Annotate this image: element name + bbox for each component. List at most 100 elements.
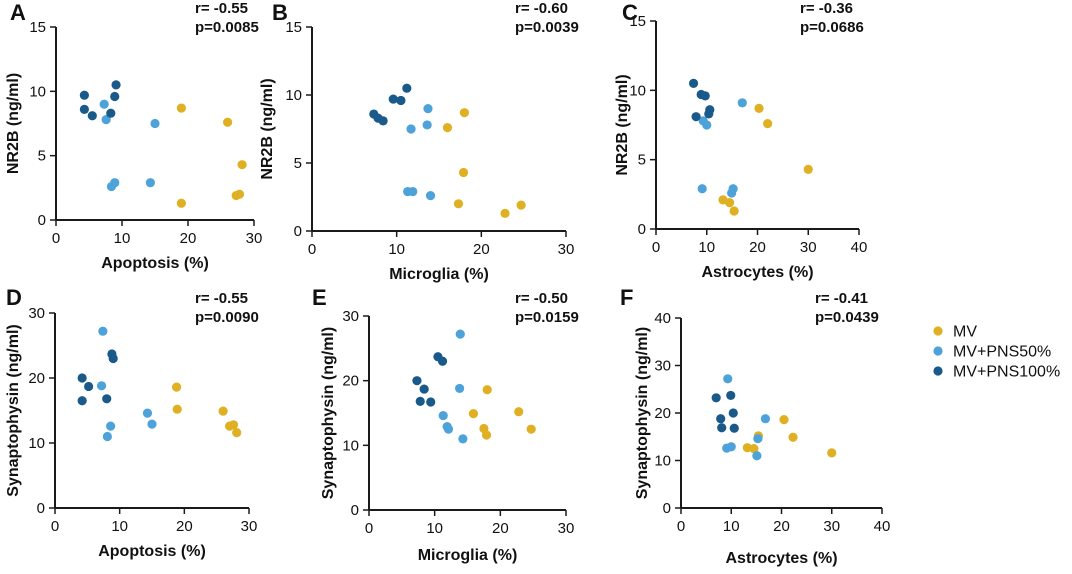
- panel-letter: B: [272, 0, 288, 25]
- data-point-mv-pns50: [142, 408, 153, 418]
- data-point-mv: [526, 424, 536, 434]
- data-point-mv-pns100: [419, 384, 429, 394]
- y-axis-title: NR2B (ng/ml): [614, 74, 631, 175]
- data-point-mv-pns100: [402, 83, 412, 93]
- data-point-mv: [516, 200, 526, 210]
- data-point-mv: [453, 199, 464, 209]
- data-point-mv-pns50: [702, 120, 712, 130]
- data-point-mv: [788, 432, 798, 442]
- chart-panel-e: 0 10 20 30 0 10 20 30 Microglia (%) Synaptophysin…: [312, 285, 579, 564]
- data-point-mv-pns100: [726, 390, 736, 401]
- data-point-mv-pns50: [110, 178, 120, 188]
- panel-letter: D: [6, 285, 22, 310]
- x-tick-label: 30: [246, 230, 263, 247]
- p-value: p=0.0159: [515, 309, 579, 326]
- data-point-mv: [724, 198, 735, 208]
- x-tick-label: 0: [51, 518, 59, 535]
- data-point-mv-pns50: [106, 421, 116, 431]
- y-tick-label: 15: [629, 13, 646, 30]
- data-point-mv-pns100: [102, 394, 112, 404]
- x-tick-label: 10: [723, 518, 740, 535]
- y-tick-label: 30: [28, 305, 45, 322]
- data-point-mv-pns50: [98, 326, 108, 336]
- data-point-mv: [481, 430, 492, 440]
- data-point-mv: [754, 103, 764, 113]
- y-tick-label: 10: [654, 453, 671, 470]
- data-point-mv-pns100: [728, 408, 738, 418]
- data-point-mv: [237, 160, 247, 170]
- x-axis-title: Astrocytes (%): [725, 550, 837, 567]
- y-tick-label: 20: [654, 405, 671, 422]
- data-point-mv-pns100: [110, 91, 120, 102]
- data-point-mv: [803, 164, 813, 174]
- data-point-mv-pns50: [455, 383, 465, 394]
- y-tick-label: 15: [29, 19, 46, 36]
- data-point-mv: [228, 420, 239, 430]
- data-point-mv-pns50: [101, 115, 111, 125]
- legend-label-mv-pns100: MV+PNS100%: [953, 364, 1060, 381]
- y-tick-label: 30: [342, 308, 359, 325]
- data-point-mv-pns100: [711, 393, 721, 403]
- x-tick-label: 20: [749, 239, 766, 256]
- x-tick-label: 10: [114, 230, 131, 247]
- p-value: p=0.0439: [815, 309, 879, 326]
- x-axis-title: Apoptosis (%): [98, 543, 206, 560]
- data-point-mv: [223, 117, 233, 127]
- chart-panel-f: 0 10 20 30 40 0 10 20 30 40 Astrocytes (%) Synaptop…: [620, 285, 890, 567]
- y-axis-title: NR2B (ng/ml): [5, 73, 22, 174]
- data-point-mv-pns50: [102, 431, 112, 442]
- x-tick-label: 40: [851, 239, 868, 256]
- y-tick-label: 20: [28, 370, 45, 387]
- data-point-mv-pns100: [77, 396, 87, 406]
- correlation-r: r= -0.55: [195, 0, 248, 17]
- x-tick-label: 10: [426, 520, 443, 537]
- data-point-mv-pns50: [150, 118, 160, 129]
- y-tick-label: 0: [638, 221, 646, 238]
- x-tick-label: 30: [241, 518, 258, 535]
- data-point-mv-pns100: [700, 91, 710, 101]
- correlation-r: r= -0.55: [195, 290, 248, 307]
- x-tick-label: 20: [492, 520, 509, 537]
- data-point-mv: [500, 208, 510, 218]
- x-tick-label: 0: [52, 230, 60, 247]
- x-axis-title: Microglia (%): [418, 547, 518, 564]
- data-point-mv-pns100: [437, 356, 448, 366]
- panel-letter: E: [312, 285, 327, 310]
- data-point-mv-pns50: [737, 98, 747, 108]
- x-tick-label: 30: [823, 518, 840, 535]
- correlation-r: r= -0.60: [515, 0, 568, 17]
- data-point-mv-pns100: [704, 109, 714, 119]
- data-point-mv-pns100: [396, 95, 406, 106]
- data-point-mv: [749, 444, 759, 454]
- y-tick-label: 5: [638, 152, 646, 169]
- y-tick-label: 15: [285, 19, 302, 36]
- data-point-mv-pns50: [425, 191, 436, 201]
- data-point-mv: [218, 406, 228, 416]
- data-point-mv-pns50: [408, 186, 418, 197]
- p-value: p=0.0686: [800, 19, 864, 36]
- data-point-mv: [458, 167, 469, 178]
- x-tick-label: 0: [652, 239, 660, 256]
- y-tick-label: 0: [351, 502, 359, 519]
- x-tick-label: 20: [773, 518, 790, 535]
- legend-label-mv-pns50: MV+PNS50%: [953, 344, 1051, 361]
- y-axis-title: Synaptophysin (ng/ml): [5, 324, 22, 496]
- data-point-mv: [482, 385, 492, 395]
- y-tick-label: 0: [38, 212, 46, 229]
- data-point-mv-pns100: [77, 373, 87, 383]
- legend-marker-mv: [933, 326, 943, 336]
- panel-letter: C: [622, 0, 638, 25]
- data-point-mv-pns50: [99, 99, 109, 109]
- data-point-mv-pns100: [388, 94, 398, 104]
- x-tick-label: 20: [180, 230, 197, 247]
- data-point-mv: [468, 409, 479, 419]
- data-point-mv-pns50: [145, 178, 155, 188]
- x-axis-title: Apoptosis (%): [101, 255, 209, 272]
- x-tick-label: 0: [308, 241, 316, 258]
- data-point-mv: [763, 119, 773, 129]
- panel-letter: F: [620, 285, 633, 310]
- x-tick-label: 10: [388, 241, 405, 258]
- x-tick-label: 10: [698, 239, 715, 256]
- data-point-mv: [176, 198, 186, 208]
- data-point-mv: [176, 103, 186, 113]
